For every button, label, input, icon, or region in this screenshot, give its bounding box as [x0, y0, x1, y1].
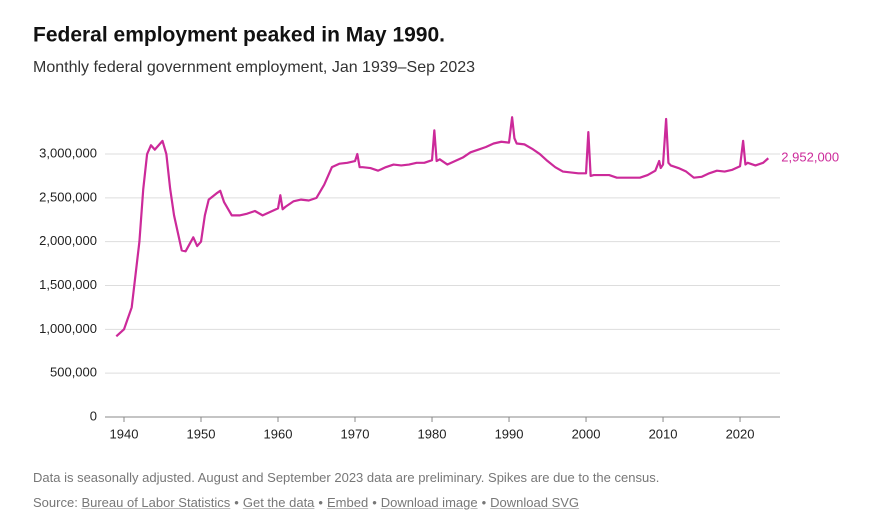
source-link[interactable]: Download SVG [490, 495, 580, 510]
separator: • [234, 495, 239, 510]
data-line [115, 116, 770, 338]
separator: • [318, 495, 323, 510]
note: Data is seasonally adjusted. August and … [33, 470, 660, 485]
x-tick-label: 1950 [187, 426, 216, 441]
y-tick-label: 0 [90, 408, 97, 423]
y-tick-label: 1,500,000 [39, 277, 97, 292]
x-tick-label: 1960 [264, 426, 293, 441]
source-link[interactable]: Download image [380, 495, 478, 510]
x-tick-label: 2010 [649, 426, 678, 441]
y-tick-label: 2,000,000 [39, 233, 97, 248]
y-tick-label: 3,000,000 [39, 145, 97, 160]
y-tick-label: 1,000,000 [39, 321, 97, 336]
separator: • [372, 495, 377, 510]
x-tick-label: 1940 [110, 426, 139, 441]
y-tick-label: 500,000 [50, 365, 97, 380]
chart: Federal employment peaked in May 1990. M… [33, 24, 839, 442]
chart-subtitle: Monthly federal government employment, J… [33, 59, 475, 76]
source-link[interactable]: Embed [326, 495, 369, 510]
source-prefix: Source: [33, 495, 78, 510]
x-tick-label: 1980 [418, 426, 447, 441]
x-tick-label: 2020 [726, 426, 755, 441]
x-tick-label: 1970 [341, 426, 370, 441]
end-label: 2,952,000 [781, 150, 839, 165]
y-tick-label: 2,500,000 [39, 189, 97, 204]
chart-title: Federal employment peaked in May 1990. [33, 24, 445, 47]
x-tick-label: 2000 [572, 426, 601, 441]
source-link[interactable]: Bureau of Labor Statistics [81, 495, 231, 510]
separator: • [481, 495, 487, 510]
x-tick-label: 1990 [495, 426, 524, 441]
source-link[interactable]: Get the data [242, 495, 315, 510]
source: Source: Bureau of Labor Statistics • Get t… [33, 495, 579, 510]
